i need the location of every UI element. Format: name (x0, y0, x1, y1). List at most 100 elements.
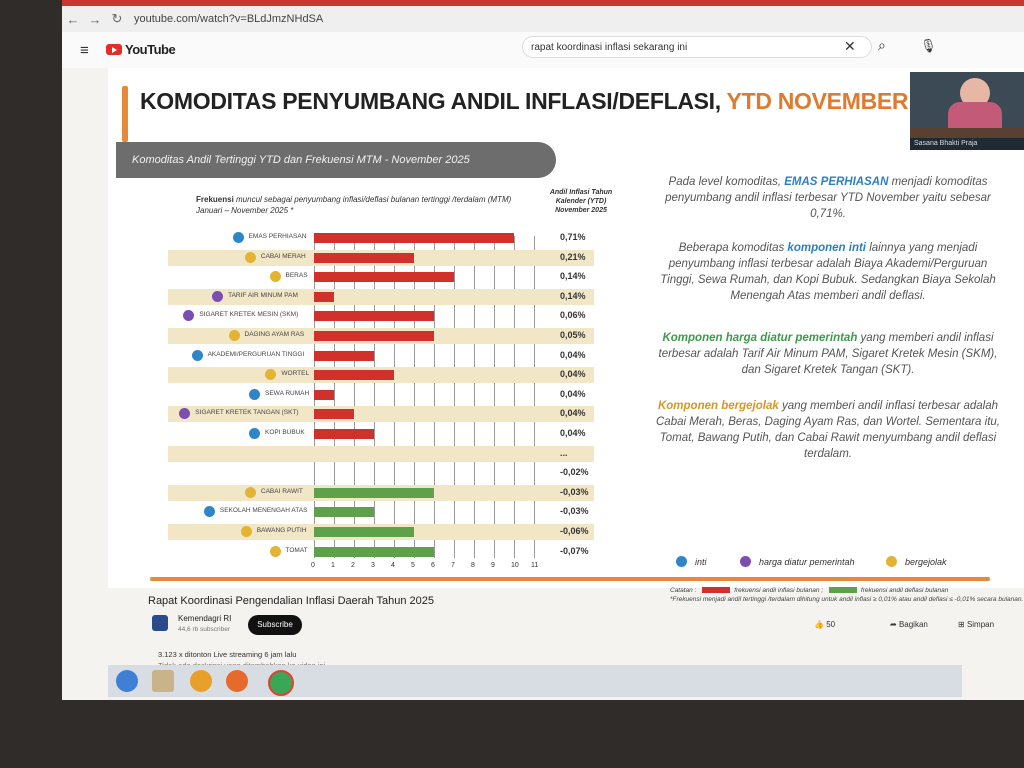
ytd-value: 0,05% (560, 330, 586, 340)
bergejolak-dot-icon (228, 330, 240, 341)
commodity-label: CABAI MERAH (260, 252, 306, 260)
subscribe-button[interactable]: Subscribe (248, 615, 302, 635)
progress-accent-line (150, 577, 990, 581)
bergejolak-dot-icon (269, 545, 281, 557)
legend-inti: inti (676, 556, 707, 567)
back-icon[interactable]: ← (66, 11, 80, 27)
commodity-label: SEKOLAH MENENGAH ATAS (219, 507, 308, 515)
ytd-value: -0,07% (560, 545, 589, 556)
red-swatch (702, 587, 731, 594)
bergejolak-dot-icon (244, 486, 256, 498)
like-button[interactable]: 👍 50 (814, 620, 836, 629)
x-tick-label: 5 (411, 562, 415, 569)
diatur-dot-icon (740, 556, 751, 567)
ytd-value: 0,21% (560, 251, 586, 262)
paragraph-bergejolak: Komponen bergejolak yang memberi andil i… (656, 400, 1000, 460)
start-icon[interactable] (116, 670, 138, 692)
commodity-label: WORTEL (281, 370, 310, 378)
inflation-frequency-bar (314, 311, 434, 322)
share-button[interactable]: ➦ Bagikan (890, 620, 928, 629)
chart-row: EMAS PERHIASAN 0,71% (168, 230, 594, 246)
paragraph-diatur: Komponen harga diatur pemerintah yang me… (658, 332, 998, 376)
chart-note: Catatan : frekuensi andil inflasi bulana… (670, 587, 1024, 603)
chart-row: DAGING AYAM RAS 0,05% (168, 328, 594, 344)
x-tick-label: 7 (451, 562, 455, 569)
commodity-label: CABAI RAWIT (260, 487, 303, 495)
url-field[interactable]: youtube.com/watch?v=BLdJmzNHdSA (134, 13, 324, 25)
inflation-frequency-bar (314, 409, 354, 420)
chrome-icon[interactable] (268, 670, 294, 696)
deflation-frequency-bar (314, 507, 374, 518)
save-button[interactable]: ⊞ Simpan (958, 620, 995, 629)
ytd-value: 0,14% (560, 271, 586, 282)
chart-row: BAWANG PUTIH -0,06% (168, 524, 594, 540)
chart-row: TARIF AIR MINUM PAM 0,14% (168, 288, 594, 305)
bergejolak-dot-icon (240, 526, 252, 537)
gridline (374, 236, 375, 558)
legend-bergejolak: bergejolak (886, 556, 947, 567)
x-tick-label: 9 (491, 562, 495, 569)
ytd-column-header: Andil Inflasi Tahun Kalender (YTD) Novem… (549, 189, 613, 214)
inflation-frequency-bar (314, 252, 414, 263)
search-input[interactable]: rapat koordinasi inflasi sekarang ini (522, 36, 872, 58)
microphone-icon[interactable]: 🎙 (920, 38, 937, 53)
chart-row: CABAI MERAH 0,21% (168, 249, 594, 266)
commodity-label: SIGARET KRETEK TANGAN (SKT) (195, 409, 299, 417)
x-tick-label: 3 (371, 562, 375, 569)
gridline (334, 236, 335, 558)
x-tick-label: 4 (391, 562, 395, 569)
inti-dot-icon (232, 232, 244, 243)
inflation-frequency-bar (314, 389, 334, 400)
file-explorer-icon[interactable] (152, 670, 174, 692)
chart-header: Frekuensi muncul sebagai penyumbang infl… (196, 195, 512, 215)
chart-row: TOMAT -0,07% (168, 544, 594, 560)
close-icon[interactable]: ✕ (844, 38, 856, 54)
webcam-caption: Sasana Bhakti Praja (910, 138, 1024, 150)
inti-dot-icon (676, 556, 687, 567)
video-title: Rapat Koordinasi Pengendalian Inflasi Da… (148, 595, 435, 607)
legend-diatur: harga diatur pemerintah (740, 556, 855, 567)
youtube-logo-text: YouTube (125, 42, 176, 57)
gridline (434, 236, 435, 558)
reload-icon[interactable]: ↻ (111, 11, 123, 26)
deflation-frequency-bar (314, 487, 434, 498)
gridline (414, 236, 415, 558)
commodity-label: EMAS PERHIASAN (248, 233, 307, 240)
paragraph-inti: Beberapa komoditas komponen inti lainnya… (660, 242, 996, 302)
chart-row: ... (168, 445, 594, 462)
chart-row: SIGARET KRETEK MESIN (SKM) 0,06% (168, 308, 594, 324)
inflation-frequency-bar (314, 350, 374, 361)
hamburger-menu-icon[interactable]: ≡ (80, 42, 89, 59)
commodity-label: SIGARET KRETEK MESIN (SKM) (199, 311, 299, 319)
chart-row: CABAI RAWIT -0,03% (168, 484, 594, 501)
diatur-dot-icon (179, 408, 191, 420)
gridline (394, 236, 395, 558)
channel-name[interactable]: Kemendagri RI (178, 614, 232, 623)
gridline (514, 236, 515, 558)
ytd-value: -0,03% (560, 506, 589, 517)
forward-icon[interactable]: → (88, 11, 102, 27)
commodity-label: BAWANG PUTIH (256, 527, 307, 534)
chart-row: SEKOLAH MENENGAH ATAS -0,03% (168, 504, 594, 520)
channel-avatar[interactable] (152, 615, 168, 631)
x-tick-label: 1 (331, 562, 335, 569)
ytd-value: 0,04% (560, 388, 586, 399)
inflation-frequency-bar (314, 291, 334, 302)
commodity-label: TARIF AIR MINUM PAM (228, 291, 298, 299)
video-slide[interactable]: KOMODITAS PENYUMBANG ANDIL INFLASI/DEFLA… (108, 68, 1024, 603)
taskbar (108, 665, 962, 697)
chart-row: AKADEMI/PERGURUAN TINGGI 0,04% (168, 348, 594, 364)
bergejolak-dot-icon (244, 251, 256, 263)
youtube-header: ≡ YouTube rapat koordinasi inflasi sekar… (62, 32, 1024, 68)
media-player-icon[interactable] (226, 670, 248, 692)
ytd-value: 0,14% (560, 290, 586, 301)
chart-row: KOPI BUBUK 0,04% (168, 426, 594, 442)
search-icon[interactable]: ⌕ (878, 37, 886, 53)
chart-row: SIGARET KRETEK TANGAN (SKT) 0,04% (168, 406, 594, 423)
inti-dot-icon (249, 428, 260, 439)
youtube-logo[interactable]: YouTube (106, 42, 176, 57)
diatur-dot-icon (212, 290, 224, 302)
commodity-label: KOPI BUBUK (265, 429, 305, 436)
browser-icon[interactable] (190, 670, 212, 692)
tab-strip (62, 0, 1024, 6)
